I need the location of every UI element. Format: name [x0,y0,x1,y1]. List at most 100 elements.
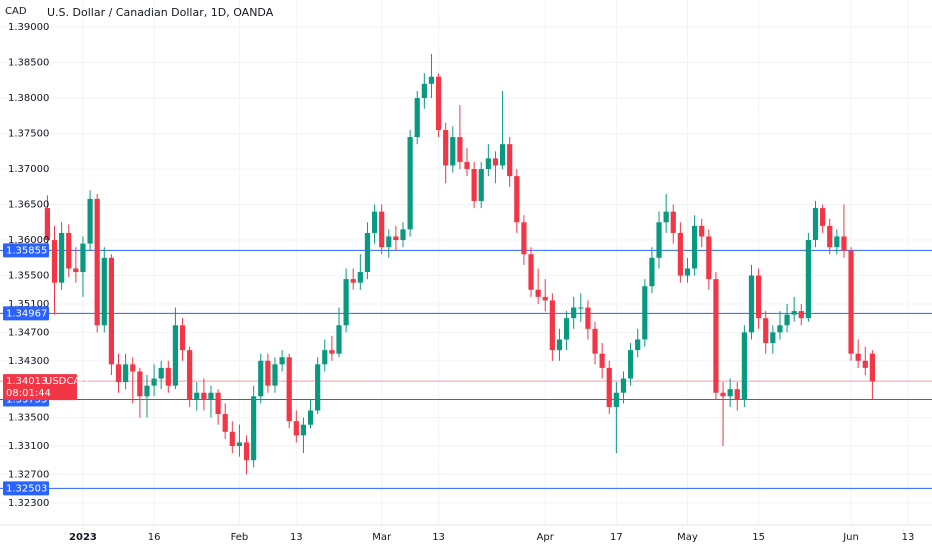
y-tick-label: 1.38000 [8,93,49,104]
candle-body [222,414,228,432]
candle-body [379,211,385,248]
currency-label: CAD [5,6,27,17]
candle-body [179,325,186,351]
candles [44,53,875,475]
x-tick-label: Jun [842,532,859,543]
candle-body [165,367,171,386]
candle-body [315,364,321,411]
y-tick-label: 1.37500 [8,129,49,140]
candle-body [108,257,115,365]
last-price-label: 1.34013 [6,376,47,387]
candle-body [642,286,648,340]
y-tick-label: 1.37000 [8,164,49,175]
candle-body [542,296,548,301]
candle-body [59,232,65,283]
x-tick-label: 17 [610,532,623,543]
candle-body [443,129,449,166]
candle-body [243,442,250,461]
candle-body [549,300,555,351]
candle-body [620,378,627,393]
candle-body [386,236,392,248]
candle-body [464,161,470,170]
candle-body [101,257,107,326]
candle-body [727,389,733,397]
last-price-symbol: USDCAD [45,376,88,387]
last-price-tag [3,374,77,401]
candle-body [94,198,100,326]
candle-body [699,225,705,237]
candle-body [606,367,612,407]
candle-body [115,364,122,383]
level-tag [3,243,49,258]
candle-body [684,268,691,276]
candle-body [713,279,719,393]
candle-body [300,424,307,436]
y-tick-label: 1.36500 [8,200,49,211]
candle-body [556,339,563,351]
candle-body [130,364,136,372]
candle-body [535,289,541,297]
candle-body [820,208,826,226]
level-label: 1.34967 [6,308,47,319]
y-tick-label: 1.35500 [8,271,49,282]
candle-body [435,76,442,130]
candle-body [798,311,804,319]
candle-body [87,198,93,244]
y-tick-label: 1.36000 [8,235,49,246]
x-tick-label: 16 [148,532,161,543]
candle-body [73,268,79,273]
candle-body [393,236,399,241]
candle-body [414,98,420,138]
candle-body [869,353,875,382]
candle-body [777,325,783,333]
candle-body [265,360,271,386]
candle-body [350,279,356,283]
candle-body [478,169,484,201]
candle-body [763,318,769,344]
y-tick-label: 1.33500 [8,413,49,424]
candle-body [805,240,811,319]
candle-body [514,176,520,223]
candle-body [848,250,854,354]
candle-body [741,332,747,400]
candle-body [670,211,676,233]
candle-body [599,353,605,368]
candle-body [322,350,328,365]
candle-body [194,392,200,400]
candle-body [44,208,50,241]
candle-body [428,76,435,84]
candle-body [279,357,285,365]
candle-body [407,137,413,230]
x-tick-label: 13 [902,532,915,543]
chart-title: U.S. Dollar / Canadian Dollar, 1D, OANDA [47,6,274,19]
candle-body [578,307,584,309]
candle-body [258,360,264,397]
x-tick-label: Apr [537,532,555,543]
x-tick-label: 15 [752,532,765,543]
candle-body [563,318,570,340]
candle-body [585,307,591,329]
candle-body [215,392,221,415]
candle-body [862,360,868,368]
candle-body [158,367,164,379]
y-tick-label: 1.32700 [8,469,49,480]
candle-body [834,236,840,248]
candle-body [201,392,207,400]
last-price-countdown: 08:01:44 [6,388,51,399]
candle-body [841,236,847,251]
candle-body [357,272,363,283]
x-tick-label: May [677,532,698,543]
y-tick-label: 1.32300 [8,498,49,509]
candle-body [635,339,641,351]
candle-body [80,243,86,273]
candle-body [770,332,776,344]
candle-body [343,279,349,326]
candle-body [123,364,129,383]
candle-body [187,350,193,400]
candle-body [649,257,655,287]
candle-body [571,307,577,319]
candle-body [329,350,335,354]
candle-body [734,389,740,400]
candle-body [677,232,683,276]
